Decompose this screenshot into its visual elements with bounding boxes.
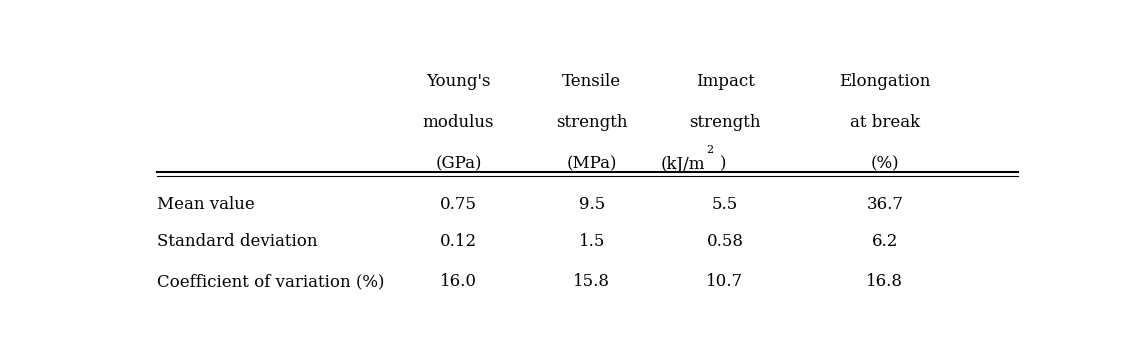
Text: (GPa): (GPa)	[435, 156, 481, 172]
Text: Impact: Impact	[696, 73, 754, 90]
Text: 16.0: 16.0	[440, 273, 477, 290]
Text: 9.5: 9.5	[579, 196, 605, 213]
Text: 36.7: 36.7	[866, 196, 903, 213]
Text: at break: at break	[850, 115, 920, 131]
Text: 5.5: 5.5	[712, 196, 738, 213]
Text: 6.2: 6.2	[872, 234, 898, 250]
Text: 0.12: 0.12	[440, 234, 477, 250]
Text: 15.8: 15.8	[573, 273, 611, 290]
Text: Young's: Young's	[426, 73, 490, 90]
Text: 10.7: 10.7	[706, 273, 744, 290]
Text: 2: 2	[706, 145, 714, 155]
Text: (MPa): (MPa)	[566, 156, 617, 172]
Text: ): )	[720, 156, 727, 172]
Text: modulus: modulus	[423, 115, 494, 131]
Text: 0.75: 0.75	[440, 196, 477, 213]
Text: 16.8: 16.8	[866, 273, 903, 290]
Text: (%): (%)	[871, 156, 900, 172]
Text: 0.58: 0.58	[706, 234, 744, 250]
Text: strength: strength	[689, 115, 761, 131]
Text: (kJ/m: (kJ/m	[661, 156, 706, 172]
Text: Coefficient of variation (%): Coefficient of variation (%)	[157, 273, 384, 290]
Text: Mean value: Mean value	[157, 196, 254, 213]
Text: strength: strength	[556, 115, 628, 131]
Text: Standard deviation: Standard deviation	[157, 234, 317, 250]
Text: Tensile: Tensile	[563, 73, 621, 90]
Text: Elongation: Elongation	[839, 73, 931, 90]
Text: 1.5: 1.5	[579, 234, 605, 250]
